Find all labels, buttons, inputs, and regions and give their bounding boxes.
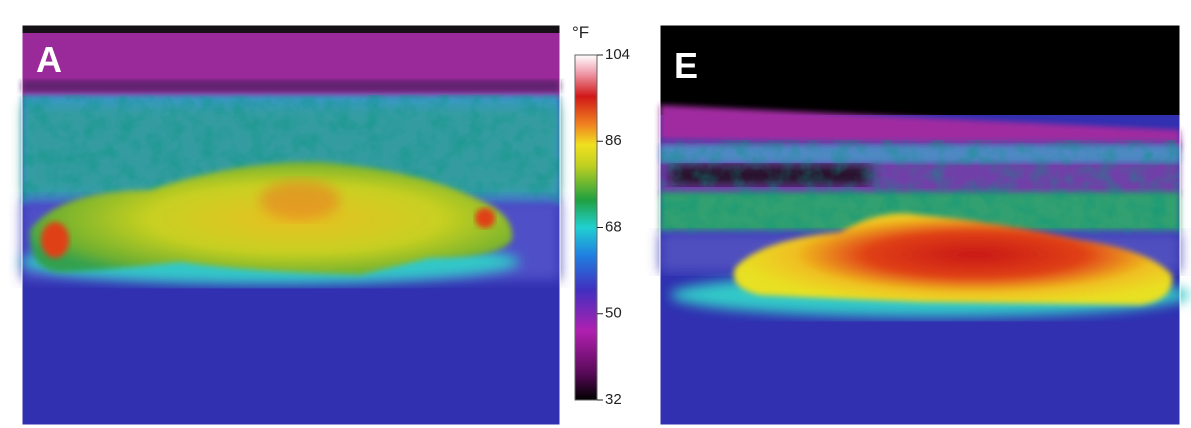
panel-label: E [674, 45, 698, 86]
tick-label: 32 [605, 391, 622, 408]
tick-label: 50 [605, 305, 622, 322]
thermal-image-e: E [660, 25, 1190, 425]
colorbar-scale [575, 55, 597, 400]
colorbar-unit: °F [572, 23, 589, 42]
thermal-image-a: A [20, 25, 560, 425]
tick-label: 68 [605, 218, 622, 235]
tick-label: 104 [605, 46, 630, 63]
tick-label: 86 [605, 132, 622, 149]
figure: A °F 104 86 68 50 32 E [0, 0, 1191, 428]
colorbar: °F 104 86 68 50 32 [572, 23, 630, 408]
page: {"panels": [{"label": "A"}, {"label": "E… [0, 0, 1191, 428]
panel-label: A [36, 39, 62, 80]
